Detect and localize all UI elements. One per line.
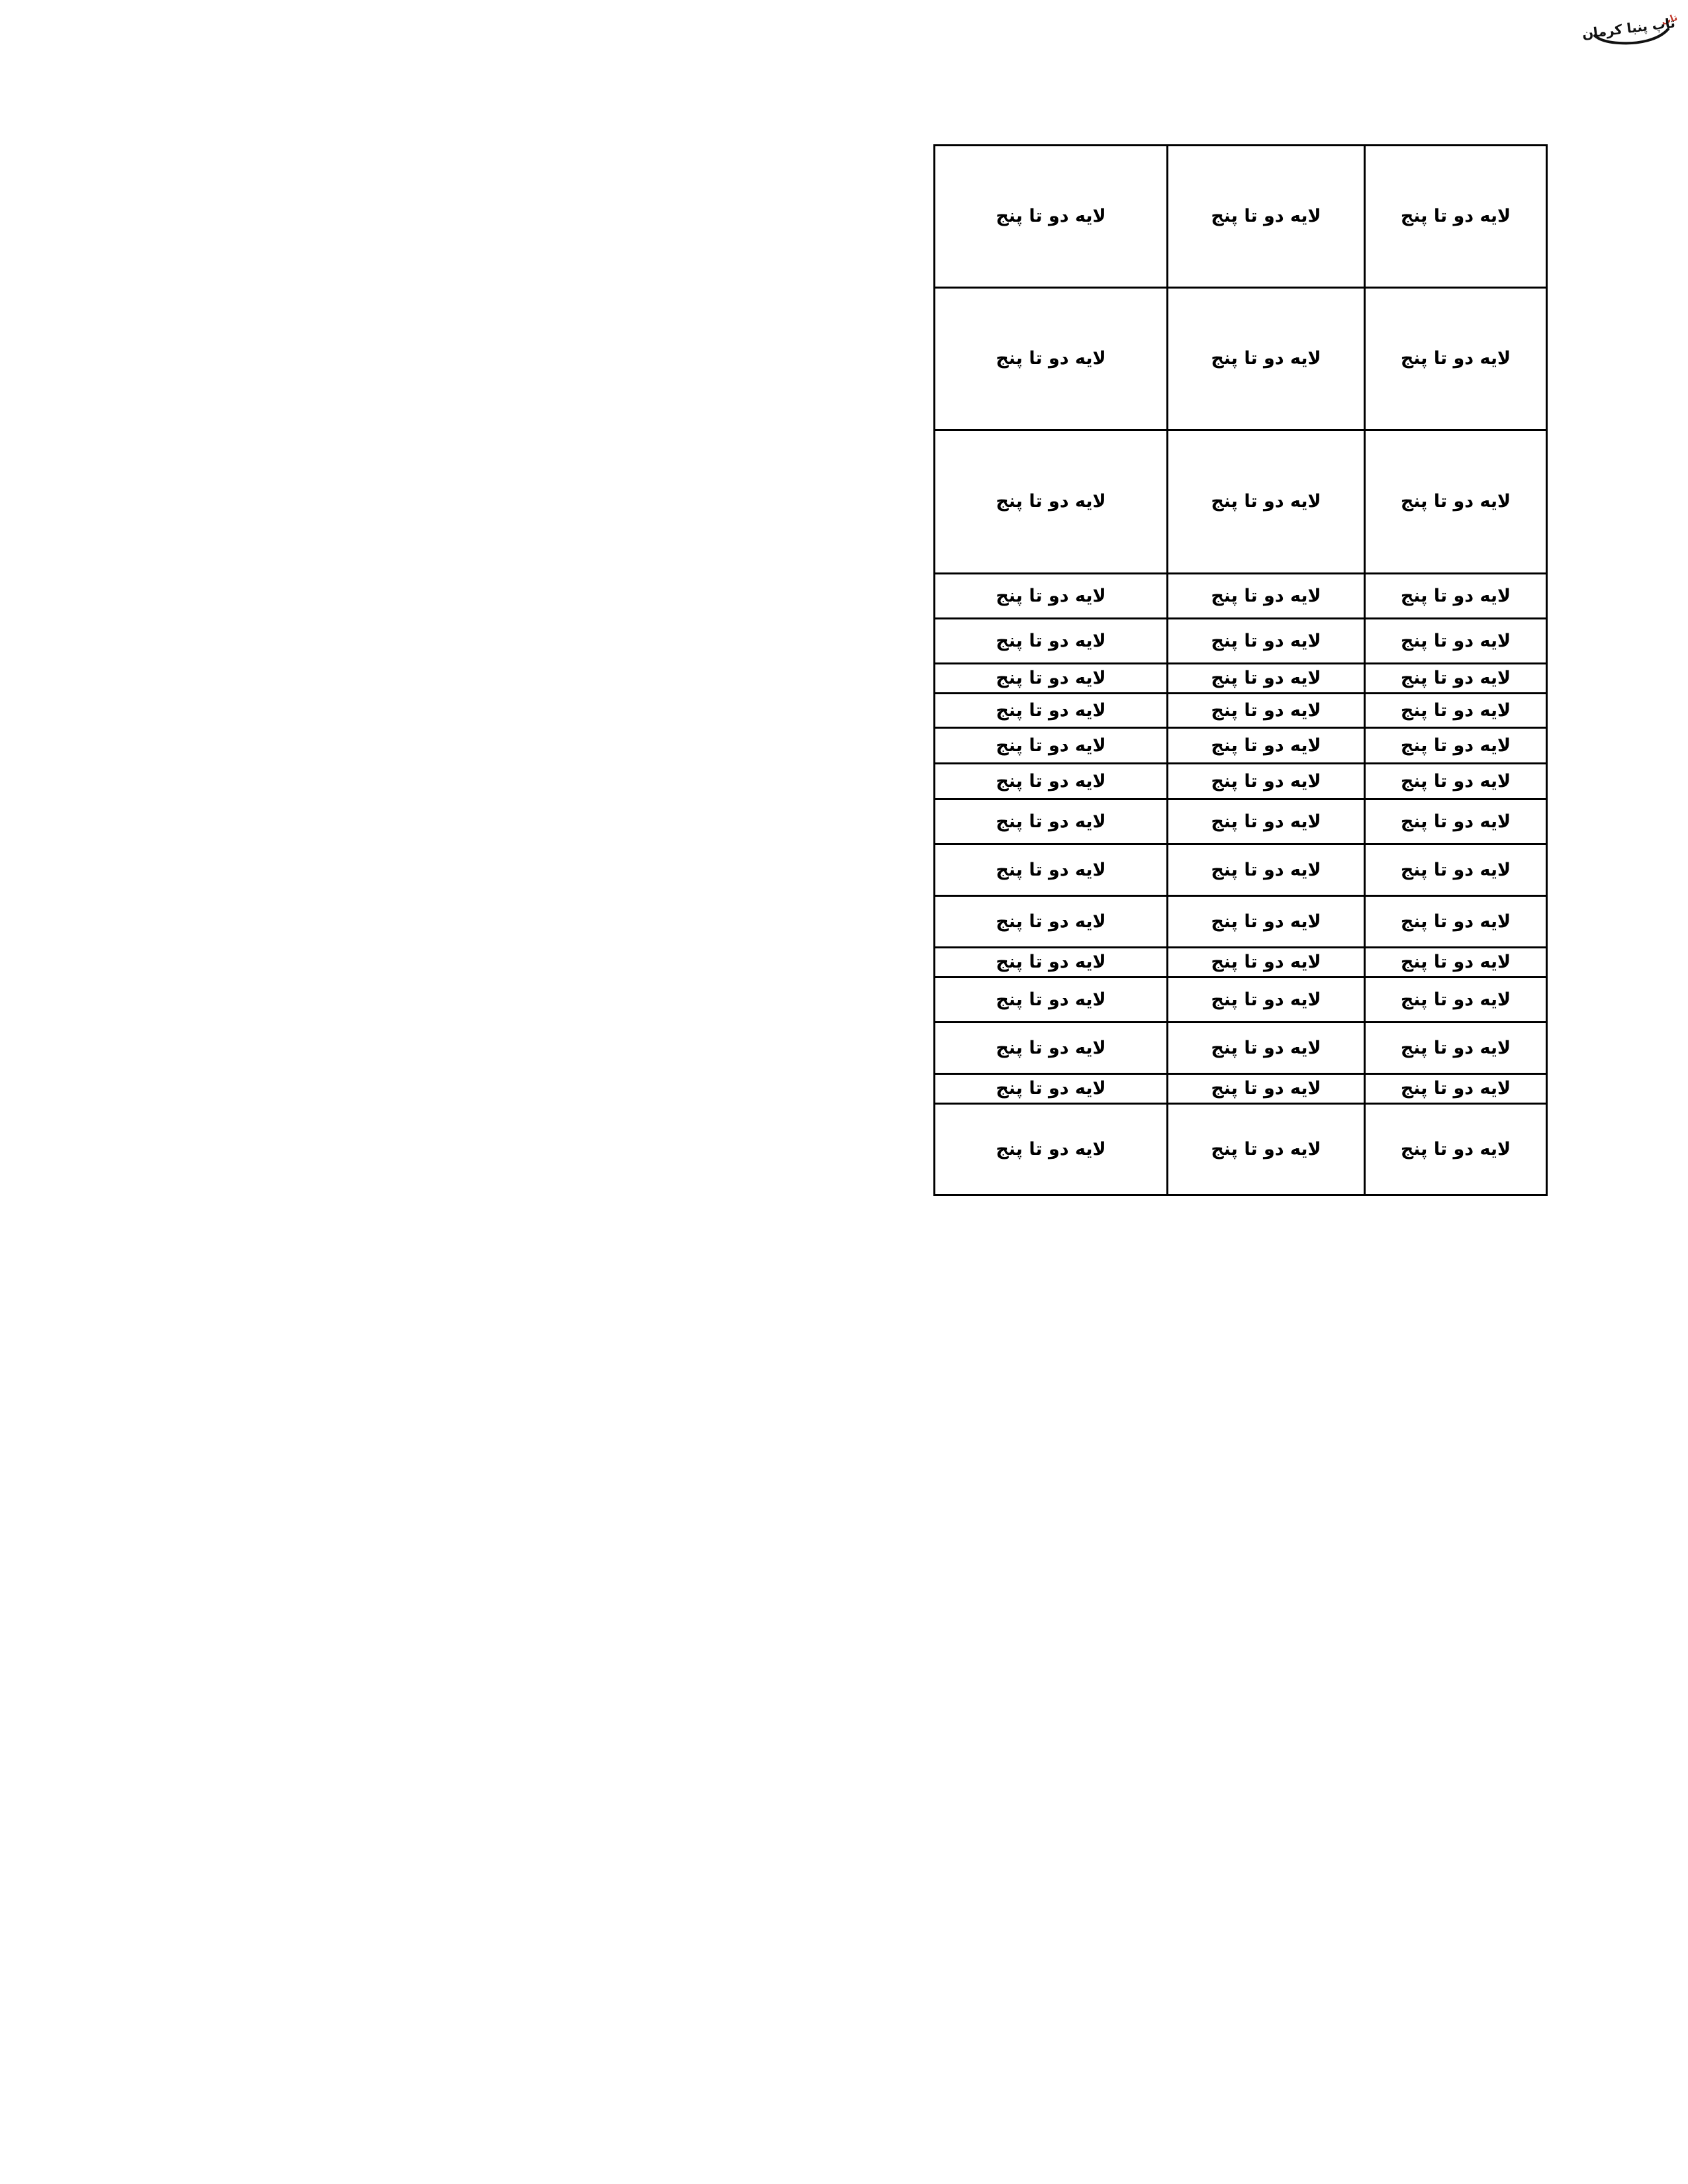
table-row: لایه دو تا پنج لایه دو تا پنج لایه دو تا پ… — [933, 429, 1548, 574]
table-cell: لایه دو تا پنج — [933, 946, 1168, 978]
table-cell: لایه دو تا پنج — [1166, 662, 1366, 694]
table-row: لایه دو تا پنج لایه دو تا پنج لایه دو تا پ… — [933, 895, 1548, 948]
table-cell: لایه دو تا پنج — [1166, 727, 1366, 764]
table-cell: لایه دو تا پنج — [1364, 895, 1548, 948]
table-cell: لایه دو تا پنج — [1364, 976, 1548, 1023]
table-cell: لایه دو تا پنج — [1364, 1021, 1548, 1075]
table-row: لایه دو تا پنج لایه دو تا پنج لایه دو تا پ… — [933, 617, 1548, 664]
table-cell: لایه دو تا پنج — [933, 287, 1168, 431]
table-row: لایه دو تا پنج لایه دو تا پنج لایه دو تا پ… — [933, 762, 1548, 800]
table-cell: لایه دو تا پنج — [1166, 798, 1366, 845]
table-cell: لایه دو تا پنج — [1166, 1073, 1366, 1105]
table-cell: لایه دو تا پنج — [1166, 946, 1366, 978]
table-cell: لایه دو تا پنج — [1364, 1103, 1548, 1196]
table-cell: لایه دو تا پنج — [933, 1103, 1168, 1196]
table-cell: لایه دو تا پنج — [933, 144, 1168, 289]
table-row: لایه دو تا پنج لایه دو تا پنج لایه دو تا پ… — [933, 572, 1548, 619]
table-cell: لایه دو تا پنج — [1364, 287, 1548, 431]
layer-table: لایه دو تا پنج لایه دو تا پنج لایه دو تا پ… — [933, 144, 1548, 1196]
table-cell: لایه دو تا پنج — [933, 895, 1168, 948]
table-cell: لایه دو تا پنج — [1364, 617, 1548, 664]
table-cell: لایه دو تا پنج — [1166, 429, 1366, 574]
table-cell: لایه دو تا پنج — [933, 843, 1168, 897]
table-row: لایه دو تا پنج لایه دو تا پنج لایه دو تا پ… — [933, 1103, 1548, 1196]
table-row: لایه دو تا پنج لایه دو تا پنج لایه دو تا پ… — [933, 287, 1548, 431]
table-cell: لایه دو تا پنج — [1166, 617, 1366, 664]
table-cell: لایه دو تا پنج — [933, 692, 1168, 729]
table-cell: لایه دو تا پنج — [933, 727, 1168, 764]
table-cell: لایه دو تا پنج — [933, 976, 1168, 1023]
table-row: لایه دو تا پنج لایه دو تا پنج لایه دو تا پ… — [933, 144, 1548, 289]
table-cell: لایه دو تا پنج — [1166, 1021, 1366, 1075]
table-cell: لایه دو تا پنج — [1364, 429, 1548, 574]
table-cell: لایه دو تا پنج — [933, 572, 1168, 619]
table-cell: لایه دو تا پنج — [933, 1073, 1168, 1105]
table-cell: لایه دو تا پنج — [1364, 762, 1548, 800]
table-row: لایه دو تا پنج لایه دو تا پنج لایه دو تا پ… — [933, 946, 1548, 978]
table-cell: لایه دو تا پنج — [1364, 843, 1548, 897]
table-cell: لایه دو تا پنج — [933, 429, 1168, 574]
table-cell: لایه دو تا پنج — [1166, 895, 1366, 948]
layer-table-body: لایه دو تا پنج لایه دو تا پنج لایه دو تا پ… — [933, 144, 1548, 1196]
table-cell: لایه دو تا پنج — [1364, 572, 1548, 619]
table-cell: لایه دو تا پنج — [1166, 843, 1366, 897]
calligraphy-swash-icon — [1593, 28, 1669, 45]
table-cell: لایه دو تا پنج — [1166, 762, 1366, 800]
table-cell: لایه دو تا پنج — [1364, 727, 1548, 764]
table-cell: لایه دو تا پنج — [1364, 144, 1548, 289]
table-cell: لایه دو تا پنج — [933, 798, 1168, 845]
table-cell: لایه دو تا پنج — [933, 617, 1168, 664]
table-cell: لایه دو تا پنج — [1364, 692, 1548, 729]
table-row: لایه دو تا پنج لایه دو تا پنج لایه دو تا پ… — [933, 727, 1548, 764]
table-row: لایه دو تا پنج لایه دو تا پنج لایه دو تا پ… — [933, 1073, 1548, 1105]
table-cell: لایه دو تا پنج — [1364, 662, 1548, 694]
table-cell: لایه دو تا پنج — [1364, 1073, 1548, 1105]
table-row: لایه دو تا پنج لایه دو تا پنج لایه دو تا پ… — [933, 976, 1548, 1023]
table-cell: لایه دو تا پنج — [933, 662, 1168, 694]
table-row: لایه دو تا پنج لایه دو تا پنج لایه دو تا پ… — [933, 692, 1548, 729]
table-row: لایه دو تا پنج لایه دو تا پنج لایه دو تا پ… — [933, 843, 1548, 897]
table-row: لایه دو تا پنج لایه دو تا پنج لایه دو تا پ… — [933, 798, 1548, 845]
table-cell: لایه دو تا پنج — [1166, 287, 1366, 431]
table-cell: لایه دو تا پنج — [933, 1021, 1168, 1075]
table-row: لایه دو تا پنج لایه دو تا پنج لایه دو تا پ… — [933, 662, 1548, 694]
table-cell: لایه دو تا پنج — [933, 762, 1168, 800]
table-cell: لایه دو تا پنج — [1364, 946, 1548, 978]
table-cell: لایه دو تا پنج — [1166, 976, 1366, 1023]
table-cell: لایه دو تا پنج — [1166, 1103, 1366, 1196]
table-cell: لایه دو تا پنج — [1166, 144, 1366, 289]
brand-watermark: تاپ تاپ پنبا کرمان — [1560, 4, 1679, 54]
table-cell: لایه دو تا پنج — [1364, 798, 1548, 845]
table-row: لایه دو تا پنج لایه دو تا پنج لایه دو تا پ… — [933, 1021, 1548, 1075]
table-cell: لایه دو تا پنج — [1166, 572, 1366, 619]
table-cell: لایه دو تا پنج — [1166, 692, 1366, 729]
